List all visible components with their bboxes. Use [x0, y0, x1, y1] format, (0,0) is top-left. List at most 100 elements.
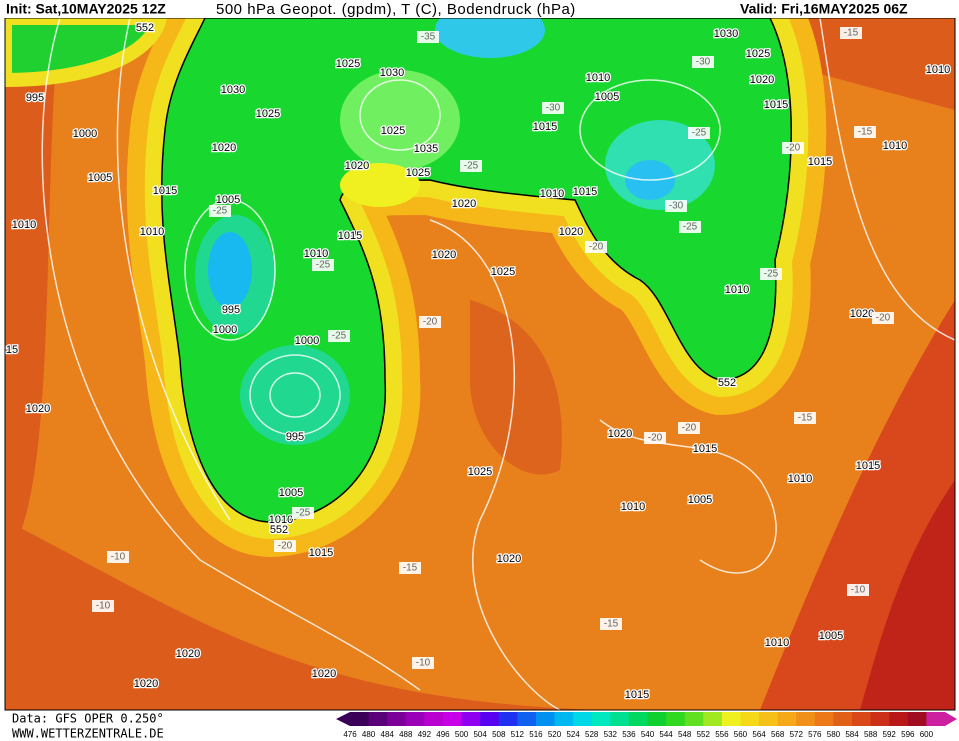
temperature-label-box [328, 330, 350, 342]
field-west [5, 18, 60, 560]
temperature-label: -25 [764, 269, 779, 280]
temperature-label: -15 [403, 563, 418, 574]
pressure-label: 1015 [764, 99, 788, 111]
pressure-label: 995 [26, 92, 44, 104]
temperature-label-box [412, 657, 434, 669]
low-south [240, 345, 350, 445]
temperature-label: -20 [278, 541, 293, 552]
temperature-label-box [760, 268, 782, 280]
field-uk [470, 300, 562, 475]
temperature-label: -35 [421, 32, 436, 43]
pressure-label: 1030 [221, 84, 245, 96]
colorbar-label: 584 [845, 730, 859, 739]
temperature-label-box [679, 221, 701, 233]
colorbar-label: 512 [511, 730, 525, 739]
pressure-label: 995 [222, 304, 240, 316]
temperature-label: -10 [111, 552, 126, 563]
temperature-label: -10 [851, 585, 866, 596]
temperature-label-box [692, 56, 714, 68]
temperature-label-box [542, 102, 564, 114]
pressure-label: 1020 [452, 198, 476, 210]
temperature-label-box [460, 160, 482, 172]
colorbar-swatch [852, 712, 872, 726]
pressure-label: 1010 [140, 226, 164, 238]
temperature-label: -30 [696, 57, 711, 68]
temperature-label-box [688, 127, 710, 139]
pressure-label: 1030 [714, 28, 738, 40]
pressure-label: 1015 [693, 443, 717, 455]
colorbar-label: 508 [492, 730, 506, 739]
temperature-label: -25 [464, 161, 479, 172]
colorbar-swatch [368, 712, 388, 726]
colorbar-label: 568 [771, 730, 785, 739]
colorbar-swatch [628, 712, 648, 726]
map-field [5, 18, 955, 710]
colorbar-label: 600 [920, 730, 934, 739]
colorbar-swatch [387, 712, 407, 726]
isobar [41, 18, 421, 691]
temperature-label-box [274, 540, 296, 552]
pressure-label: 1020 [850, 308, 874, 320]
temperature-label: -10 [416, 658, 431, 669]
pressure-label: 1025 [491, 266, 515, 278]
temperature-label: -20 [423, 317, 438, 328]
colorbar-label: 528 [585, 730, 599, 739]
isobar [429, 219, 561, 710]
pressure-label: 1025 [256, 108, 280, 120]
colorbar-swatch [591, 712, 611, 726]
colorbar-swatch [703, 712, 723, 726]
valid-time: Valid: Fri,16MAY2025 06Z [740, 1, 908, 17]
colorbar-label: 484 [381, 730, 395, 739]
low-west-inner [208, 232, 252, 308]
pressure-label: 1020 [750, 74, 774, 86]
site: WWW.WETTERZENTRALE.DE [12, 727, 164, 741]
geopotential-label: 552 [270, 524, 288, 536]
data-source: Data: GFS OPER 0.250° [12, 712, 164, 726]
pressure-label: 1020 [212, 142, 236, 154]
isobar [184, 199, 276, 341]
temperature-label-box [417, 31, 439, 43]
pressure-label: 1010 [12, 219, 36, 231]
colorbar-label: 488 [399, 730, 413, 739]
pressure-label: 1005 [688, 494, 712, 506]
pressure-label: 1025 [468, 466, 492, 478]
temperature-label: -10 [96, 601, 111, 612]
pressure-label: 1015 [533, 121, 557, 133]
temperature-label: -25 [332, 331, 347, 342]
colorbar-swatch [442, 712, 463, 726]
colorbar-swatch [554, 712, 574, 726]
isobars [41, 18, 955, 710]
pressure-label: 1030 [380, 67, 404, 79]
pressure-label: 1005 [819, 630, 843, 642]
colorbar-swatch [666, 712, 686, 726]
pressure-label: 1020 [559, 226, 583, 238]
colorbar-swatch [926, 712, 946, 726]
temperature-label-box [854, 126, 876, 138]
geopotential-label: 552 [136, 22, 154, 34]
pressure-label: 1020 [176, 648, 200, 660]
pressure-label: 1015 [856, 460, 880, 472]
pressure-label: 1005 [88, 172, 112, 184]
pressure-label: 1020 [312, 668, 336, 680]
temperature-label: -15 [844, 28, 859, 39]
colorbar-swatch [796, 712, 816, 726]
colorbar-label: 536 [622, 730, 636, 739]
pressure-label: 1015 [338, 230, 362, 242]
temperature-label-box [292, 507, 314, 519]
colorbar-swatch [740, 712, 760, 726]
temperature-label-box [872, 312, 894, 324]
colorbar-label: 504 [473, 730, 487, 739]
colorbar-swatch [759, 712, 779, 726]
temperature-label: -25 [683, 222, 698, 233]
colorbar-swatch [777, 712, 797, 726]
colorbar-label: 572 [790, 730, 804, 739]
colorbar-label: 596 [901, 730, 915, 739]
temperature-label-box [678, 422, 700, 434]
warm-pool [340, 70, 460, 170]
temperature-label: -30 [669, 201, 684, 212]
pressure-label: 1010 [765, 637, 789, 649]
pressure-label: 1010 [725, 284, 749, 296]
colorbar-arrow-left [336, 712, 350, 726]
pressure-label: 1000 [295, 335, 319, 347]
